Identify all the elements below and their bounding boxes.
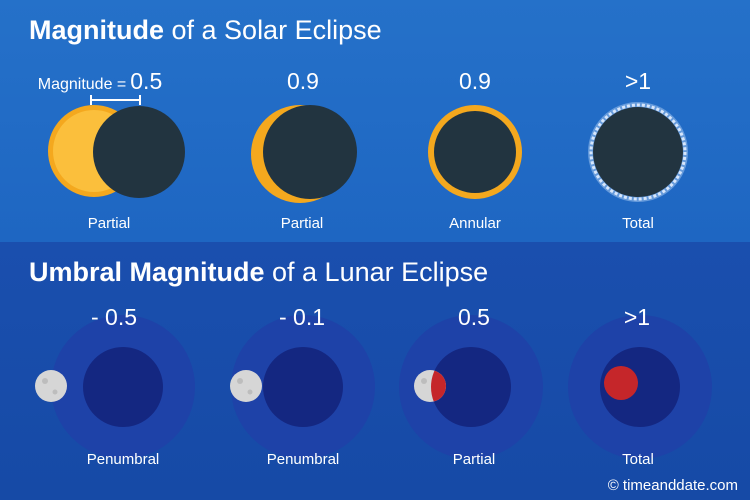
solar-eclipse-caption: Total bbox=[622, 215, 654, 232]
corona-ring bbox=[589, 103, 687, 201]
moon-disc bbox=[434, 111, 516, 193]
solar-eclipse-total bbox=[588, 102, 688, 202]
solar-magnitude-value: 0.9 bbox=[459, 68, 491, 94]
moon-crater bbox=[247, 389, 253, 395]
solar-magnitude-value: Magnitude = 0.5 bbox=[25, 68, 175, 98]
lunar-magnitude-value: - 0.5 bbox=[90, 304, 138, 330]
lunar-eclipse-penumbral-minus-0-5 bbox=[35, 315, 195, 459]
lunar-eclipse-caption: Total bbox=[622, 451, 654, 468]
solar-magnitude-value: >1 bbox=[624, 68, 652, 94]
solar-eclipse-partial-0-5 bbox=[48, 95, 185, 198]
earth-umbra bbox=[263, 347, 343, 427]
moon-disc-red bbox=[604, 366, 638, 400]
magnitude-number: 0.5 bbox=[130, 68, 163, 94]
magnitude-label: Magnitude = bbox=[37, 76, 127, 93]
lunar-eclipse-caption: Partial bbox=[452, 451, 496, 468]
solar-section-title: Magnitude of a Solar Eclipse bbox=[29, 14, 382, 46]
lunar-title-rest: of a Lunar Eclipse bbox=[264, 257, 489, 287]
solar-magnitude-value: 0.9 bbox=[287, 68, 319, 94]
moon-crater bbox=[237, 378, 243, 384]
moon-disc bbox=[263, 105, 357, 199]
solar-eclipse-partial-0-9 bbox=[251, 105, 357, 203]
lunar-section-title: Umbral Magnitude of a Lunar Eclipse bbox=[29, 256, 488, 288]
lunar-eclipse-caption: Penumbral bbox=[266, 451, 340, 468]
solar-eclipse-caption: Partial bbox=[280, 215, 324, 232]
solar-eclipse-caption: Partial bbox=[87, 215, 131, 232]
lunar-eclipse-total bbox=[568, 315, 712, 459]
magnitude-measure-bracket bbox=[90, 95, 141, 105]
lunar-title-bold: Umbral Magnitude bbox=[29, 257, 265, 287]
lunar-eclipse-partial-0-5 bbox=[399, 315, 543, 459]
lunar-eclipse-caption: Penumbral bbox=[86, 451, 160, 468]
lunar-magnitude-value: - 0.1 bbox=[278, 304, 326, 330]
solar-title-rest: of a Solar Eclipse bbox=[164, 15, 382, 45]
moon-disc bbox=[35, 370, 67, 402]
lunar-magnitude-value: 0.5 bbox=[458, 304, 490, 330]
moon-crater bbox=[42, 378, 48, 384]
solar-eclipse-annular bbox=[428, 105, 522, 199]
solar-eclipse-caption: Annular bbox=[449, 215, 501, 232]
earth-umbra bbox=[431, 347, 511, 427]
earth-umbra bbox=[83, 347, 163, 427]
solar-title-bold: Magnitude bbox=[29, 15, 164, 45]
moon-disc bbox=[230, 370, 262, 402]
lunar-magnitude-value: >1 bbox=[623, 304, 651, 330]
moon-crater bbox=[52, 389, 58, 395]
moon-disc bbox=[93, 106, 185, 198]
moon-crater bbox=[421, 378, 427, 384]
moon-disc bbox=[593, 107, 683, 197]
lunar-eclipse-penumbral-minus-0-1 bbox=[230, 315, 375, 459]
copyright-credit: © timeanddate.com bbox=[607, 477, 738, 494]
